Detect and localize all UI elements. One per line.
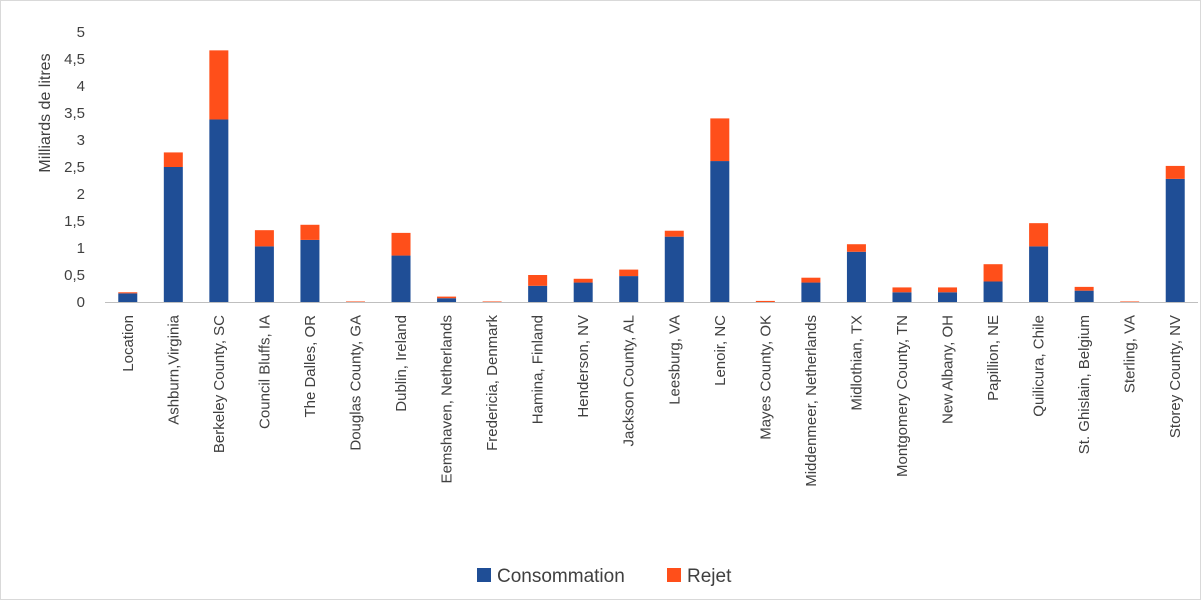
x-axis: Location Ashburn,Virginia Berkeley County,… (105, 302, 1198, 487)
x-tick-label: Middenmeer, Netherlands (803, 315, 820, 487)
x-tick-label: Council Bluffs, IA (256, 315, 273, 429)
bar-rejet (209, 50, 229, 120)
bar-consommation (619, 276, 639, 302)
bar-rejet (300, 224, 320, 240)
bar-rejet (573, 278, 593, 283)
y-tick-label: 0,5 (64, 267, 85, 284)
bar-consommation (892, 292, 912, 302)
bar-rejet (1074, 286, 1094, 291)
x-tick-label: Eemshaven, Netherlands (439, 315, 456, 483)
bar-rejet (345, 301, 365, 303)
x-tick-label: Dublin, Ireland (393, 315, 410, 412)
y-tick-label: 1 (77, 240, 85, 257)
legend-label: Rejet (687, 566, 732, 587)
bar-consommation (801, 282, 821, 302)
bar-rejet (755, 300, 775, 302)
bar-consommation (163, 167, 183, 302)
x-tick-label: Hamina, Finland (530, 315, 547, 424)
x-tick-label: Sterling, VA (1122, 315, 1139, 393)
x-tick-label: Storey County, NV (1167, 315, 1184, 438)
bar-consommation (1165, 178, 1185, 302)
y-tick-label: 2 (77, 186, 85, 203)
x-tick-label: Location (120, 315, 137, 372)
y-tick-label: 3,5 (64, 105, 85, 122)
y-tick-label: 2,5 (64, 159, 85, 176)
x-tick-label: Midlothian, TX (848, 315, 865, 411)
x-tick-label: Jackson County, AL (621, 315, 638, 446)
bar-rejet (254, 230, 274, 247)
bar-rejet (983, 264, 1003, 282)
bar-rejet (846, 244, 866, 252)
bar-rejet (1029, 223, 1049, 247)
bar-consommation (664, 236, 684, 302)
bar-consommation (1029, 246, 1049, 302)
bar-rejet (664, 230, 684, 237)
bar-consommation (209, 119, 229, 302)
x-tick-label: Lenoir, NC (712, 315, 729, 386)
bar-consommation (710, 161, 730, 302)
bar-consommation (983, 281, 1003, 302)
bar-consommation (528, 285, 548, 302)
bar-consommation (938, 292, 958, 302)
x-tick-label: Papillion, NE (985, 315, 1002, 401)
x-tick-label: Montgomery County, TN (894, 315, 911, 477)
bar-series (118, 50, 1185, 303)
y-axis: 0 0,5 1 1,5 2 2,5 3 3,5 4 4,5 5 (64, 24, 85, 311)
y-axis-title: Milliards de litres (37, 53, 54, 172)
bar-rejet (482, 301, 502, 303)
bar-consommation (1074, 290, 1094, 302)
x-tick-label: Henderson, NV (575, 315, 592, 418)
bar-rejet (163, 152, 183, 167)
x-tick-label: The Dalles, OR (302, 315, 319, 418)
y-tick-label: 4,5 (64, 51, 85, 68)
legend-swatch (667, 568, 681, 582)
bar-consommation (300, 239, 320, 302)
bar-rejet (528, 275, 548, 286)
x-tick-label: Quilicura, Chile (1031, 315, 1048, 417)
x-tick-label: Leesburg, VA (666, 315, 683, 405)
bar-consommation (254, 246, 274, 302)
y-tick-label: 0 (77, 294, 85, 311)
bar-consommation (437, 298, 457, 302)
y-tick-label: 1,5 (64, 213, 85, 230)
bar-consommation (118, 293, 138, 302)
bar-rejet (1165, 165, 1185, 179)
bar-consommation (391, 255, 411, 302)
legend: Consommation Rejet (477, 566, 732, 587)
bar-rejet (437, 296, 457, 299)
bar-rejet (118, 292, 138, 294)
bar-rejet (1120, 301, 1140, 303)
bar-consommation (846, 251, 866, 302)
bar-rejet (391, 232, 411, 256)
x-tick-label: Douglas County, GA (347, 315, 364, 451)
bar-rejet (801, 277, 821, 283)
bar-rejet (938, 287, 958, 293)
x-tick-label: Mayes County, OK (757, 315, 774, 440)
x-tick-label: Fredericia, Denmark (484, 315, 501, 451)
y-tick-label: 3 (77, 132, 85, 149)
bar-rejet (619, 269, 639, 277)
bar-rejet (710, 118, 730, 162)
bar-rejet (892, 287, 912, 293)
y-tick-label: 4 (77, 78, 85, 95)
bar-consommation (573, 282, 593, 302)
x-tick-label: St. Ghislain, Belgium (1076, 315, 1093, 454)
y-tick-label: 5 (77, 24, 85, 41)
legend-swatch (477, 568, 491, 582)
legend-label: Consommation (497, 566, 625, 587)
x-tick-label: New Albany, OH (940, 315, 957, 424)
x-tick-label: Berkeley County, SC (211, 315, 228, 453)
x-tick-label: Ashburn,Virginia (165, 314, 182, 424)
